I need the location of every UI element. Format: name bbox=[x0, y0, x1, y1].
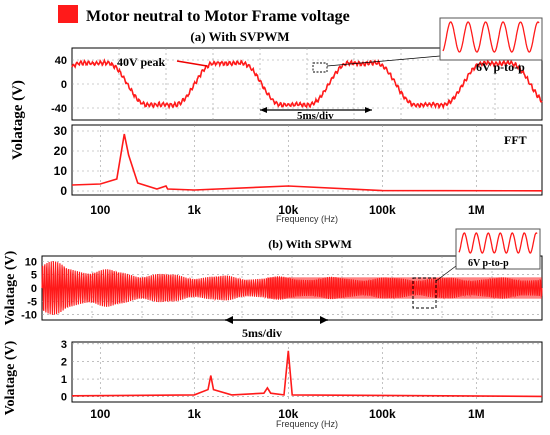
y-axis-label-fft-b: Volatage (V) bbox=[3, 340, 18, 415]
x-tick-label: 100 bbox=[90, 203, 110, 217]
spwm-ripple-band bbox=[267, 277, 542, 298]
title-b: (b) With SPWM bbox=[268, 237, 352, 251]
y-axis-label-b: Volatage (V) bbox=[3, 250, 18, 325]
y-tick-label: 0 bbox=[31, 283, 37, 295]
arrow-head-right bbox=[320, 316, 328, 324]
inset-spwm: 6V p-to-p bbox=[456, 229, 540, 269]
annotation-arrow bbox=[177, 61, 207, 66]
arrow-head-left bbox=[225, 316, 233, 324]
x-axis-label: Frequency (Hz) bbox=[276, 419, 338, 429]
y-tick-label: 5 bbox=[31, 270, 37, 282]
x-tick-label: 1M bbox=[468, 203, 485, 217]
y-tick-label: 10 bbox=[25, 256, 37, 268]
x-tick-label: 100k bbox=[369, 407, 396, 421]
y-ticks: 10 50-5 -10 bbox=[21, 256, 37, 321]
y-tick-label: 20 bbox=[54, 144, 68, 158]
x-axis-label: Frequency (Hz) bbox=[276, 214, 338, 224]
x-tick-label: 100 bbox=[90, 407, 110, 421]
title-a: (a) With SVPWM bbox=[190, 29, 289, 44]
y-ticks: 3 2 1 0 bbox=[61, 339, 67, 404]
y-tick-label: -40 bbox=[51, 103, 67, 115]
plot-spwm-fft: 3210 100 1k 10k 100k 1M Frequency (Hz) bbox=[61, 339, 542, 429]
inset-svpwm: 6V p-to-p bbox=[440, 18, 542, 74]
x-tick-label: 100k bbox=[369, 203, 396, 217]
plot-frame bbox=[72, 342, 542, 402]
y-axis-label-a: Volatage (V) bbox=[10, 80, 26, 160]
y-tick-label: 10 bbox=[54, 164, 68, 178]
y-tick-label: -10 bbox=[21, 310, 37, 322]
y-tick-label: 0 bbox=[61, 392, 67, 404]
time-div-label: 5ms/div bbox=[297, 110, 334, 122]
legend-label: Motor neutral to Motor Frame voltage bbox=[86, 8, 350, 25]
y-tick-label: 40 bbox=[55, 55, 67, 67]
time-div-label: 5ms/div bbox=[242, 326, 282, 340]
inset-label: 6V p-to-p bbox=[476, 60, 525, 74]
y-tick-label: 1 bbox=[61, 374, 67, 386]
y-ticks: 40 0 -40 bbox=[51, 55, 67, 115]
y-tick-label: 0 bbox=[60, 184, 67, 198]
fft-label: FFT bbox=[504, 133, 527, 147]
legend-swatch bbox=[58, 5, 78, 23]
grid bbox=[72, 342, 542, 402]
spwm-fft-trace bbox=[72, 351, 542, 397]
svpwm-fft-trace bbox=[72, 134, 542, 191]
x-tick-label: 1k bbox=[188, 203, 202, 217]
y-tick-label: 3 bbox=[61, 339, 67, 351]
plot-svpwm-fft: 3020100 100 1k 10k 100k 1M FFT Frequency (Hz… bbox=[54, 124, 542, 224]
zoom-connector bbox=[327, 56, 440, 66]
y-ticks: 30 20 10 0 bbox=[54, 124, 68, 198]
y-tick-label: 30 bbox=[54, 124, 68, 138]
inset-label: 6V p-to-p bbox=[468, 258, 509, 269]
y-tick-label: 0 bbox=[61, 79, 67, 91]
x-tick-label: 1M bbox=[468, 407, 485, 421]
y-tick-label: -5 bbox=[27, 296, 37, 308]
y-tick-label: 2 bbox=[61, 356, 67, 368]
x-tick-label: 1k bbox=[188, 407, 202, 421]
zoom-marker bbox=[313, 63, 327, 72]
annotation-40v-peak: 40V peak bbox=[117, 55, 165, 69]
